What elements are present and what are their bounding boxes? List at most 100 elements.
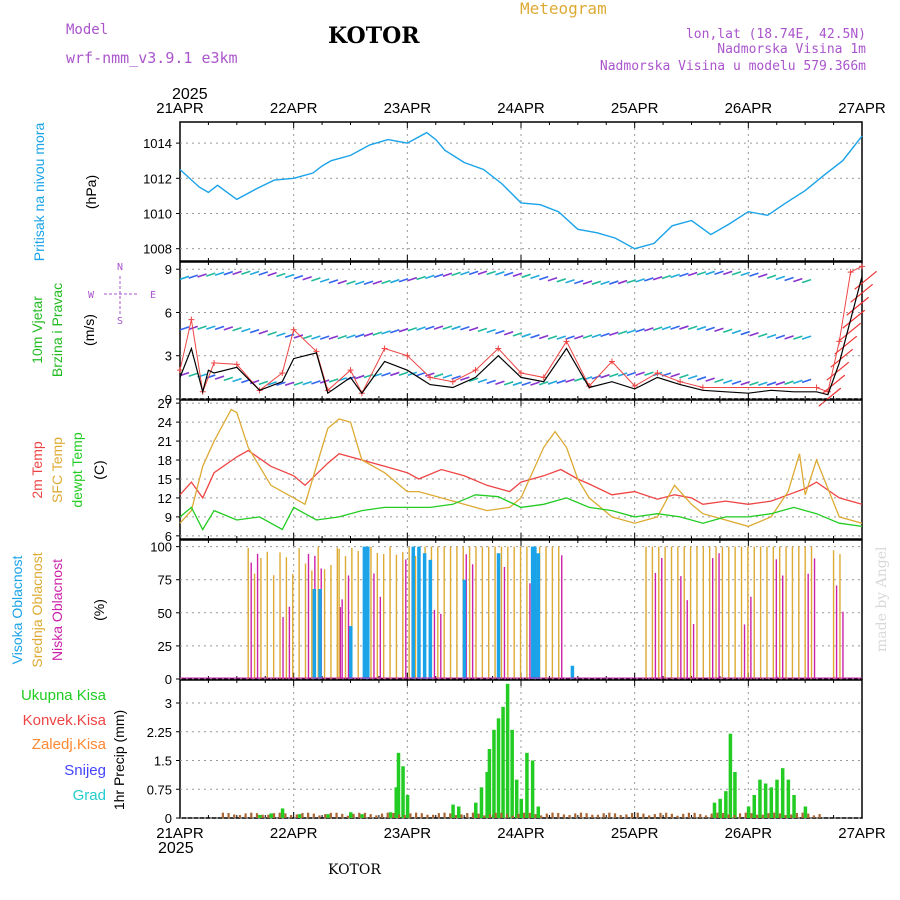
wind-barb bbox=[635, 328, 645, 333]
precip-conv-bar bbox=[363, 812, 367, 818]
wind-gust-marker bbox=[654, 370, 661, 377]
wind-barb bbox=[302, 276, 312, 281]
wind-barb bbox=[670, 325, 680, 330]
wind-barb bbox=[381, 279, 391, 285]
precip-conv-bar bbox=[397, 814, 401, 818]
wind-barb bbox=[574, 377, 584, 382]
wind-barb bbox=[766, 274, 777, 279]
wind-barb bbox=[258, 271, 269, 276]
precip-conv-bar bbox=[665, 812, 668, 818]
wind-barb bbox=[574, 279, 584, 285]
wind-barb bbox=[609, 372, 619, 378]
high-cloud-bar bbox=[428, 559, 433, 679]
wind-subtitle: Brzina i Pravac bbox=[49, 283, 65, 377]
precip-conv-bar bbox=[710, 813, 713, 818]
wind-barb bbox=[652, 326, 663, 331]
wind-barb bbox=[328, 335, 339, 340]
wind-gust-marker bbox=[347, 367, 354, 374]
precip-conv-bar bbox=[704, 815, 708, 818]
wind-barb bbox=[188, 274, 199, 279]
temperature-sfc-title: SFC Temp bbox=[49, 437, 65, 503]
precip-ylabel: 1hr Precip (mm) bbox=[111, 710, 127, 810]
precip-total-bar bbox=[510, 729, 514, 818]
wind-barb bbox=[214, 325, 225, 331]
y-tick-label: 25 bbox=[158, 639, 172, 654]
wind-barb bbox=[214, 271, 225, 277]
precip-total-bar bbox=[752, 795, 757, 818]
wind-gust-marker bbox=[495, 345, 502, 352]
x-tick-label-top: 24APR bbox=[497, 100, 545, 117]
wind-barb bbox=[661, 274, 672, 280]
wind-barb bbox=[538, 275, 549, 281]
wind-barb bbox=[249, 270, 260, 276]
x-tick-label-top: 25APR bbox=[611, 100, 659, 117]
wind-barb bbox=[311, 277, 321, 282]
high-cloud-bar bbox=[536, 553, 541, 679]
precip-conv-bar bbox=[329, 812, 332, 818]
precip-conv-bar bbox=[403, 815, 406, 818]
wind-barb bbox=[547, 335, 558, 340]
wind-barb bbox=[425, 325, 435, 331]
precip-conv-bar bbox=[687, 812, 691, 818]
precip-conv-bar bbox=[346, 815, 350, 818]
wind-gust-marker bbox=[859, 263, 865, 270]
precip-conv-bar bbox=[341, 813, 344, 818]
wind-barb bbox=[354, 374, 365, 380]
wind-barb bbox=[766, 333, 777, 339]
precip-total-bar bbox=[401, 766, 405, 818]
wind-barb bbox=[530, 334, 540, 339]
wind-barb bbox=[223, 326, 234, 331]
precip-total-bar bbox=[492, 729, 496, 818]
y-tick-label: 12 bbox=[158, 491, 172, 506]
precip-conv-bar bbox=[272, 813, 276, 818]
precip-conv-bar bbox=[369, 814, 372, 818]
precip-conv-bar bbox=[801, 812, 804, 818]
precip-total-bar bbox=[349, 812, 353, 818]
compass-n: N bbox=[117, 262, 123, 273]
precip-conv-bar bbox=[221, 812, 224, 818]
wind-barb bbox=[722, 328, 733, 334]
y-tick-label: 1.5 bbox=[154, 754, 172, 769]
cloud-high-title: Visoka Oblacnost bbox=[9, 556, 25, 665]
wind-barb bbox=[460, 271, 470, 276]
x-tick-label-bottom: 27APR bbox=[838, 825, 886, 842]
precip-total-bar bbox=[456, 806, 461, 818]
wind-barb bbox=[547, 380, 558, 385]
wind-barb bbox=[679, 373, 689, 379]
precip-legend-1: Konvek.Kisa bbox=[23, 712, 107, 729]
wind-barb bbox=[644, 371, 654, 376]
wind-barb bbox=[574, 334, 584, 340]
precip-total-bar bbox=[536, 806, 541, 818]
precip-conv-bar bbox=[699, 814, 702, 818]
precip-conv-bar bbox=[721, 812, 725, 818]
wind-barb bbox=[722, 379, 733, 384]
precip-conv-bar bbox=[295, 814, 298, 818]
wind-barb bbox=[337, 334, 347, 340]
wind-barb bbox=[565, 335, 575, 340]
precip-conv-bar bbox=[233, 814, 236, 818]
precip-conv-bar bbox=[415, 812, 418, 818]
precip-conv-bar bbox=[318, 815, 321, 818]
wind-gust-marker bbox=[631, 383, 638, 390]
wind-barb bbox=[232, 377, 242, 383]
precip-total-bar bbox=[258, 814, 262, 818]
wind-barb bbox=[433, 273, 444, 278]
precip-total-bar bbox=[396, 752, 401, 818]
wind-barb bbox=[302, 334, 312, 340]
y-tick-label: 0 bbox=[165, 392, 172, 407]
wind-barb bbox=[416, 371, 426, 377]
wind-barb bbox=[775, 334, 786, 340]
precip-total-bar bbox=[496, 718, 501, 818]
pressure-title: Pritisak na nivou mora bbox=[31, 123, 47, 262]
precip-conv-bar bbox=[534, 814, 537, 818]
precip-conv-bar bbox=[267, 814, 270, 818]
wind-barb bbox=[495, 380, 505, 385]
wind-barb bbox=[416, 275, 426, 281]
wind-gust-marker bbox=[699, 384, 706, 391]
precip-total-bar bbox=[786, 779, 791, 818]
wind-barb bbox=[758, 381, 768, 387]
wind-barb bbox=[346, 334, 356, 339]
precip-total-bar bbox=[501, 706, 505, 818]
wind-barb bbox=[784, 276, 794, 282]
